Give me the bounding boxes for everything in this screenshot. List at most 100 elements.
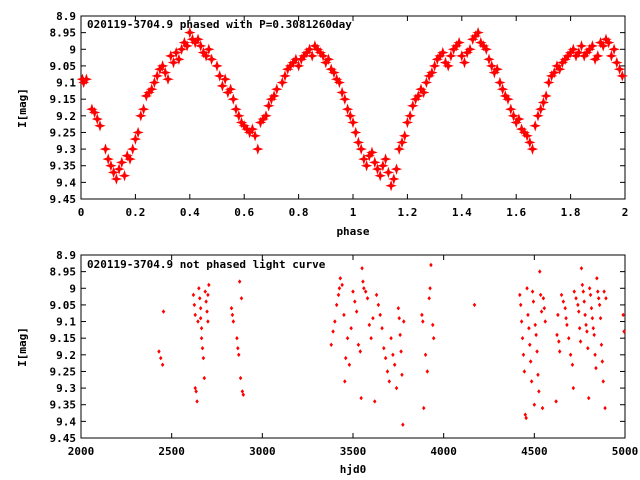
data-point — [366, 146, 378, 159]
data-point — [539, 309, 544, 314]
y-tick-label: 9 — [69, 43, 76, 56]
phased-light-curve-panel: 0 0.2 0.4 0.6 0.8 1 1.2 1.4 1.6 1.8 2 8.9 8.95 9 9.05 9… — [16, 10, 628, 238]
x-tick-label: 2 — [622, 206, 629, 219]
y-tick-label: 9.2 — [56, 349, 76, 362]
data-point — [376, 302, 381, 308]
data-point — [579, 266, 584, 271]
data-point — [374, 169, 386, 182]
data-point — [211, 60, 223, 72]
data-point — [521, 352, 526, 357]
data-point — [157, 349, 161, 354]
data-point — [595, 276, 599, 281]
data-point — [431, 53, 443, 66]
data-point — [423, 70, 435, 82]
data-point — [206, 53, 218, 66]
data-point — [431, 322, 435, 328]
x-tick-label: 0.4 — [180, 206, 200, 219]
data-point — [581, 289, 586, 294]
data-point — [192, 302, 197, 308]
data-point — [536, 372, 540, 377]
data-point — [360, 159, 373, 172]
data-point — [412, 90, 424, 102]
data-point — [570, 362, 575, 367]
data-point — [421, 319, 425, 324]
x-tick-label: 0.2 — [125, 206, 145, 219]
y-tick-label: 9.05 — [50, 60, 77, 73]
data-point — [350, 126, 362, 139]
data-point — [537, 389, 541, 394]
data-point — [513, 113, 525, 125]
data-point — [353, 299, 357, 304]
data-point — [534, 103, 547, 115]
axis-ticks: 0 0.2 0.4 0.6 0.8 1 1.2 1.4 1.6 1.8 2 8.9 8.95 9 9.05 9… — [50, 10, 629, 219]
data-point — [586, 346, 590, 351]
data-point — [140, 90, 152, 102]
data-point — [107, 166, 120, 179]
data-point — [388, 173, 400, 185]
data-point — [582, 299, 586, 304]
data-points — [157, 262, 626, 427]
y-tick-label: 9.25 — [50, 126, 77, 139]
data-point — [594, 365, 598, 371]
data-point — [124, 153, 136, 165]
data-point — [559, 53, 571, 66]
data-point — [262, 100, 275, 112]
data-point — [387, 379, 391, 384]
data-point — [337, 286, 342, 291]
data-point — [608, 43, 620, 56]
data-point — [601, 379, 605, 384]
data-point — [216, 80, 229, 92]
data-point — [203, 289, 207, 294]
data-point — [145, 83, 158, 95]
data-point — [197, 286, 201, 291]
x-tick-label: 3000 — [249, 445, 276, 458]
data-point — [265, 93, 278, 105]
plot-frame — [80, 254, 626, 439]
data-point — [409, 93, 422, 105]
data-point — [303, 43, 316, 56]
data-point — [562, 50, 574, 62]
y-axis-label: I[mag] — [16, 327, 29, 367]
y-tick-label: 9.1 — [56, 316, 76, 329]
data-point — [577, 326, 582, 331]
data-point — [246, 123, 259, 135]
data-point — [328, 66, 340, 79]
data-point — [558, 349, 562, 354]
data-point — [527, 326, 531, 331]
data-point — [556, 56, 569, 69]
data-point — [591, 326, 595, 331]
data-point — [545, 70, 558, 82]
data-point — [583, 43, 596, 56]
data-point — [538, 269, 542, 274]
data-point — [563, 306, 567, 311]
data-point — [181, 40, 193, 52]
data-point — [568, 352, 573, 357]
data-point — [344, 355, 348, 361]
data-point — [338, 276, 343, 281]
data-point — [466, 33, 479, 46]
data-point — [192, 33, 204, 46]
data-point — [195, 399, 199, 404]
data-point — [161, 309, 166, 314]
data-point — [538, 292, 543, 298]
data-point — [363, 149, 375, 162]
data-point — [113, 163, 125, 175]
data-point — [392, 362, 397, 367]
y-tick-label: 9.4 — [56, 176, 76, 189]
data-point — [385, 369, 390, 374]
data-point — [483, 53, 495, 66]
data-point — [464, 43, 476, 56]
data-point — [207, 282, 211, 288]
data-point — [553, 63, 566, 75]
data-point — [588, 292, 593, 298]
data-point — [529, 120, 541, 132]
y-tick-label: 9.25 — [50, 365, 77, 378]
data-point — [592, 332, 596, 338]
data-point — [401, 422, 405, 427]
y-tick-label: 9.3 — [56, 382, 76, 395]
data-point — [385, 179, 397, 192]
data-point — [306, 50, 318, 62]
data-point — [621, 312, 625, 318]
data-point — [400, 372, 404, 377]
data-point — [402, 319, 406, 324]
